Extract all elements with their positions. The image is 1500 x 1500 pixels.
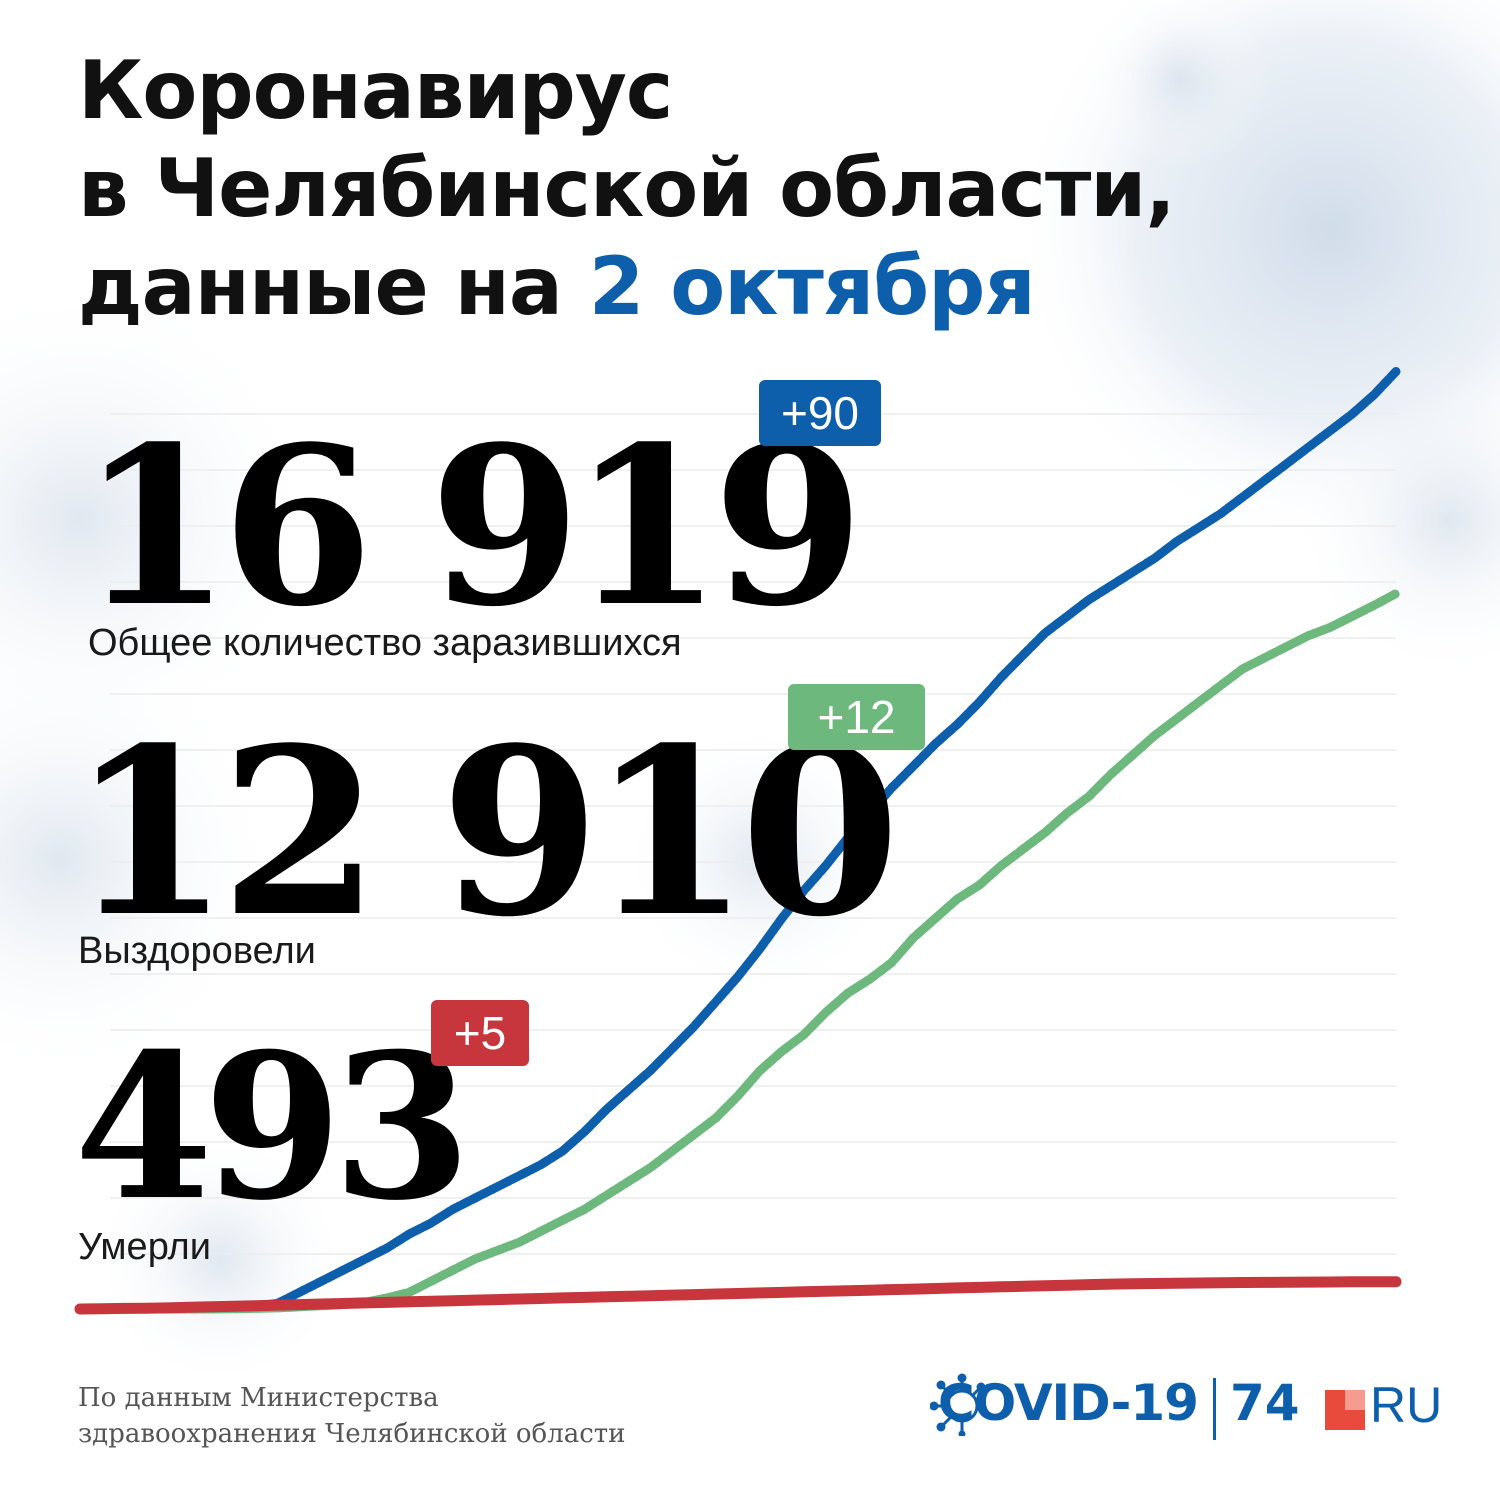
page-title: Коронавирус в Челябинской области, данны… [78,42,1176,336]
deaths-value: 493 [74,1010,471,1245]
series-line-1 [75,367,1401,1314]
recovered-label: Выздоровели [78,930,316,972]
title-date-prefix: данные на [78,240,589,333]
chart-grid [110,413,1396,1255]
title-line-3: данные на 2 октября [78,238,1175,336]
logo-divider [1213,1378,1216,1440]
chart-series [74,367,1402,1315]
title-line-1: Коронавирус [78,44,673,137]
brand-logo: COVID-19 74 RU [930,1372,1470,1452]
title-date-highlight: 2 октября [588,240,1036,333]
source-line-1: По данным Министерства [78,1383,439,1413]
series-line-3 [74,1276,1402,1315]
source-line-2: здравоохранения Челябинской области [78,1419,626,1449]
deaths-label: Умерли [78,1226,211,1268]
virus-icon [930,1373,986,1436]
total-cases-label: Общее количество заразившихся [88,622,682,664]
title-line-2: в Челябинской области, [78,142,1176,235]
recovered-value: 12 910 [70,698,900,968]
total-cases-delta-badge: +90 [759,380,881,446]
logo-ru-text: RU [1370,1377,1443,1433]
data-source-note: По данным Министерства здравоохранения Ч… [78,1380,626,1452]
recovered-delta-badge: +12 [788,684,925,750]
logo-covid-text: COVID-19 [938,1374,1199,1432]
logo-74-text: 74 [1230,1374,1300,1432]
total-cases-value: 16 919 [80,399,864,655]
logo-square-icon [1325,1390,1365,1430]
deaths-delta-badge: +5 [431,1000,529,1066]
